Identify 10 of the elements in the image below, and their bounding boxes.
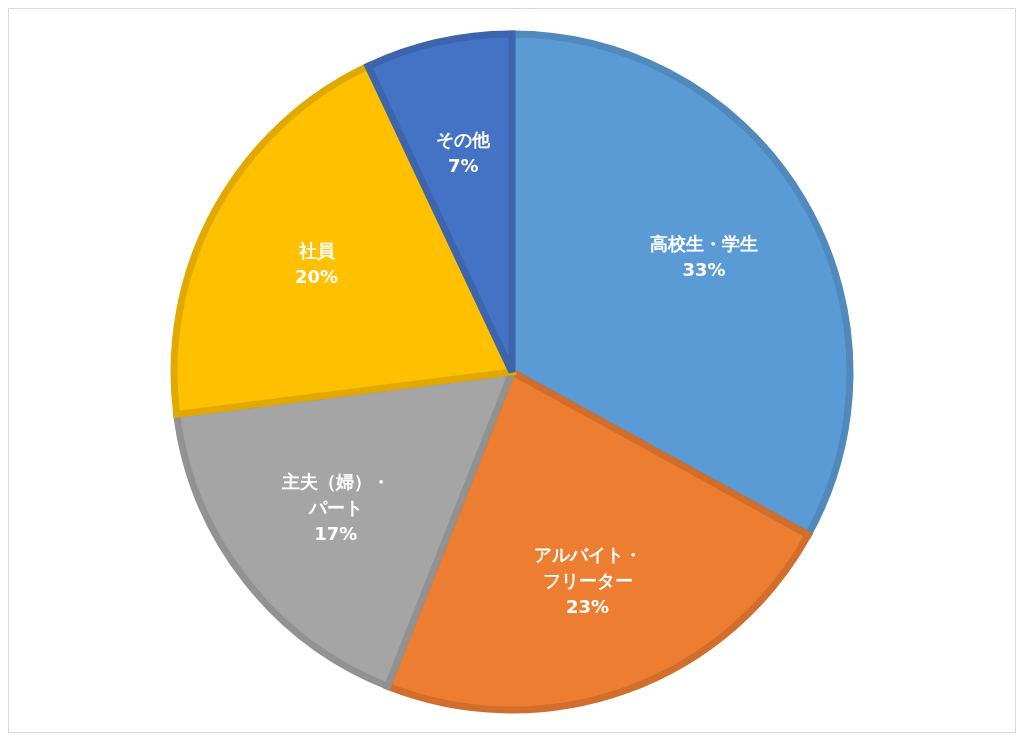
- data-label: 20%: [294, 265, 339, 287]
- slice-label: 主夫（婦）・パート: [280, 470, 390, 518]
- slice-label: 高校生・学生: [650, 233, 759, 255]
- data-label: 7%: [448, 155, 479, 177]
- data-label: 23%: [566, 595, 610, 617]
- slice-label: 社員: [297, 239, 336, 261]
- slice-label: アルバイト・フリーター: [533, 543, 642, 591]
- data-label: 17%: [314, 522, 358, 544]
- data-label: 33%: [682, 259, 726, 281]
- slice-label: その他: [436, 129, 492, 151]
